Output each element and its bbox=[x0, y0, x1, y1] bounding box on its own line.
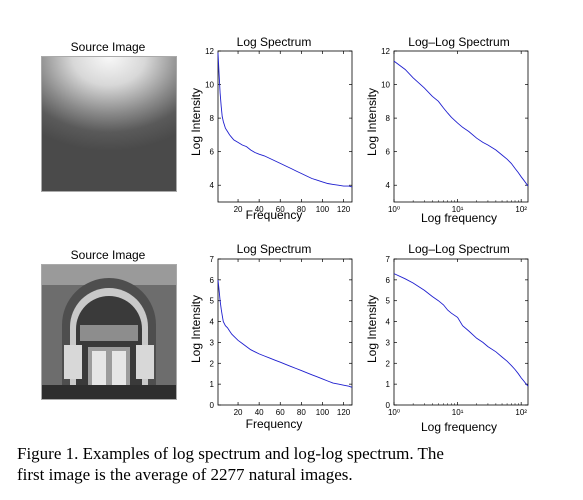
loglog-spectrum-chart-1: 4 6 8 10 12 10⁰ 10¹ 10² bbox=[381, 47, 529, 214]
y-tick-label: 3 bbox=[210, 338, 215, 347]
x-tick-label: 80 bbox=[297, 408, 306, 417]
caption-line-1: Figure 1. Examples of log spectrum and l… bbox=[17, 444, 444, 463]
y-tick-label: 1 bbox=[386, 380, 391, 389]
x-tick-label: 40 bbox=[255, 205, 264, 214]
x-tick-label: 60 bbox=[276, 408, 285, 417]
y-tick-label: 3 bbox=[386, 338, 391, 347]
x-tick-label: 100 bbox=[316, 408, 330, 417]
x-tick-label: 20 bbox=[234, 205, 243, 214]
y-tick-label: 10 bbox=[381, 81, 390, 90]
spectrum-line bbox=[393, 273, 529, 387]
y-tick-label: 10 bbox=[205, 81, 214, 90]
y-tick-label: 5 bbox=[210, 297, 215, 306]
y-tick-label: 7 bbox=[386, 255, 391, 264]
log-spectrum-chart-2: 0 1 2 3 4 5 6 7 20 40 60 80 100 120 bbox=[210, 255, 353, 417]
x-tick-label: 10⁰ bbox=[388, 408, 400, 417]
y-tick-label: 8 bbox=[210, 114, 215, 123]
x-tick-label: 60 bbox=[276, 205, 285, 214]
caption-line-2: first image is the average of 2277 natur… bbox=[17, 465, 353, 484]
y-tick-label: 0 bbox=[386, 401, 391, 410]
y-tick-label: 0 bbox=[210, 401, 215, 410]
chart-xlabel-2: Log frequency bbox=[420, 211, 498, 225]
chart-title-1: Log Spectrum bbox=[236, 35, 312, 49]
spectrum-line bbox=[393, 60, 529, 187]
plot-frame bbox=[217, 50, 353, 203]
y-tick-label: 12 bbox=[381, 47, 390, 56]
x-tick-label: 10⁰ bbox=[388, 205, 400, 214]
y-tick-label: 6 bbox=[386, 148, 391, 157]
spectrum-line bbox=[217, 52, 353, 188]
chart-xlabel-1: Frequency bbox=[245, 208, 303, 222]
x-tick-label: 100 bbox=[316, 205, 330, 214]
source-image-average bbox=[41, 56, 177, 192]
plot-frame bbox=[393, 258, 529, 406]
y-tick-label: 4 bbox=[210, 181, 215, 190]
x-tick-label: 10² bbox=[515, 205, 527, 214]
x-tick-label: 10² bbox=[515, 408, 527, 417]
chart-title-3: Log Spectrum bbox=[236, 242, 312, 256]
y-tick-label: 2 bbox=[210, 359, 215, 368]
x-tick-label: 120 bbox=[337, 408, 351, 417]
x-tick-label: 120 bbox=[337, 205, 351, 214]
source-image-title-1: Source Image bbox=[70, 40, 146, 54]
y-tick-label: 4 bbox=[210, 318, 215, 327]
source-image-building bbox=[41, 264, 177, 400]
x-tick-label: 10¹ bbox=[452, 408, 464, 417]
loglog-spectrum-chart-2: 0 1 2 3 4 5 6 7 10⁰ 10¹ 10² bbox=[386, 255, 529, 417]
y-tick-label: 2 bbox=[386, 359, 391, 368]
x-tick-label: 10¹ bbox=[452, 205, 464, 214]
y-tick-label: 6 bbox=[386, 276, 391, 285]
source-image-title-2: Source Image bbox=[70, 248, 146, 262]
y-tick-label: 8 bbox=[386, 114, 391, 123]
y-tick-label: 4 bbox=[386, 318, 391, 327]
chart-title-4: Log–Log Spectrum bbox=[408, 242, 510, 256]
y-tick-label: 6 bbox=[210, 276, 215, 285]
chart-title-2: Log–Log Spectrum bbox=[408, 35, 510, 49]
x-tick-label: 80 bbox=[297, 205, 306, 214]
y-tick-label: 5 bbox=[386, 297, 391, 306]
x-tick-label: 20 bbox=[234, 408, 243, 417]
log-spectrum-chart-1: 4 6 8 10 12 20 40 60 80 100 120 bbox=[205, 47, 353, 214]
x-tick-label: 40 bbox=[255, 408, 264, 417]
y-tick-label: 4 bbox=[386, 181, 391, 190]
y-tick-label: 1 bbox=[210, 380, 215, 389]
y-tick-label: 12 bbox=[205, 47, 214, 56]
chart-xlabel-4: Log frequency bbox=[420, 420, 498, 434]
y-tick-label: 7 bbox=[210, 255, 215, 264]
figure-caption: Figure 1. Examples of log spectrum and l… bbox=[17, 443, 573, 485]
y-tick-label: 6 bbox=[210, 148, 215, 157]
spectrum-line bbox=[217, 279, 353, 388]
chart-ylabel-2: Log Intensity bbox=[365, 87, 379, 157]
chart-ylabel-1: Log Intensity bbox=[189, 87, 203, 157]
plot-frame bbox=[217, 258, 353, 406]
chart-ylabel-4: Log Intensity bbox=[365, 294, 379, 364]
chart-xlabel-3: Frequency bbox=[245, 417, 303, 431]
building-illustration bbox=[42, 265, 176, 399]
chart-ylabel-3: Log Intensity bbox=[189, 294, 203, 364]
